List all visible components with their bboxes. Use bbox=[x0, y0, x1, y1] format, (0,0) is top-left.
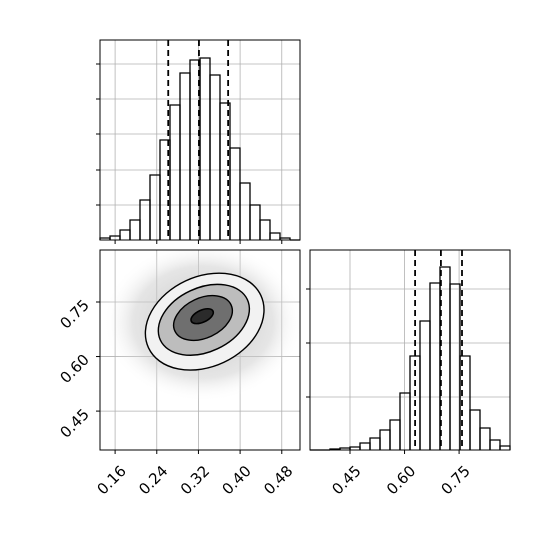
x-tick-label: 0.32 bbox=[177, 462, 213, 498]
hist-bin bbox=[359, 442, 371, 450]
x-tick-label: 0.48 bbox=[260, 462, 296, 498]
hist-bin bbox=[449, 283, 461, 450]
hist-bin bbox=[199, 57, 211, 240]
x-tick-label: 0.40 bbox=[219, 462, 255, 498]
hist-bin bbox=[209, 74, 221, 240]
hist-bin bbox=[119, 229, 131, 240]
hist-bin bbox=[459, 355, 471, 450]
hist-bin bbox=[389, 419, 401, 450]
hist-bin bbox=[369, 437, 381, 450]
hist-bin bbox=[469, 409, 481, 450]
hist-bin bbox=[249, 204, 261, 240]
hist-bin bbox=[269, 232, 281, 240]
x-tick-label: 0.16 bbox=[94, 462, 130, 498]
hist-bin bbox=[139, 199, 151, 240]
hist-bin bbox=[239, 182, 251, 240]
y-tick-label: 0.45 bbox=[56, 405, 92, 441]
hist-bin bbox=[129, 219, 141, 240]
hist-bin bbox=[499, 445, 511, 450]
hist-bin bbox=[229, 147, 241, 240]
y-tick-label: 0.60 bbox=[56, 351, 92, 387]
hist-bin bbox=[399, 392, 411, 450]
hist-bin bbox=[379, 429, 391, 450]
x-tick-label: 0.45 bbox=[328, 462, 364, 498]
hist-bin bbox=[149, 174, 161, 240]
y-tick-label: 0.75 bbox=[56, 296, 92, 332]
hist-bin bbox=[279, 237, 291, 240]
hist-bin bbox=[179, 72, 191, 240]
hist-bin bbox=[489, 439, 501, 450]
x-tick-label: 0.75 bbox=[437, 462, 473, 498]
hist-bin bbox=[259, 219, 271, 240]
panel-frame bbox=[99, 39, 301, 241]
hist-bin bbox=[429, 282, 441, 450]
density-contours bbox=[103, 250, 300, 402]
x-tick-label: 0.24 bbox=[135, 462, 171, 498]
x-tick-label: 0.60 bbox=[383, 462, 419, 498]
panel-frame bbox=[99, 249, 301, 451]
hist-bin bbox=[479, 427, 491, 450]
panel-frame bbox=[309, 249, 511, 451]
hist-bin bbox=[419, 320, 431, 450]
hist-bin bbox=[169, 104, 181, 240]
